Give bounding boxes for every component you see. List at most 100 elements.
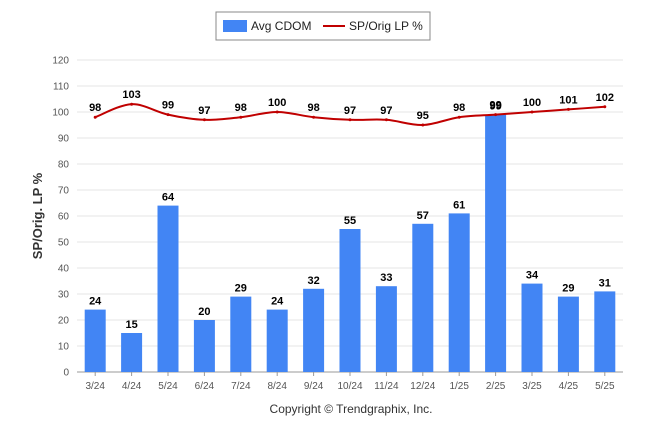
line-value-label: 103: [122, 89, 140, 101]
line-point: [348, 118, 352, 122]
bar: [594, 291, 616, 372]
legend-label-avg-cdom: Avg CDOM: [251, 19, 311, 33]
x-tick-label: 1/25: [449, 381, 469, 392]
y-axis-ticks: 0 10 20 30 40 50 60 70 80 90 100 110 120: [52, 56, 69, 379]
bar: [157, 205, 179, 372]
line-point: [566, 107, 570, 111]
y-tick-label: 60: [58, 212, 70, 223]
bar-value-label: 55: [344, 215, 356, 227]
copyright: Copyright © Trendgraphix, Inc.: [270, 402, 433, 416]
line-point: [421, 123, 425, 127]
line-point: [93, 115, 97, 119]
bar-value-label: 24: [89, 296, 102, 308]
x-tick-label: 2/25: [486, 381, 506, 392]
bar: [266, 309, 288, 372]
bar-value-label: 29: [235, 283, 247, 295]
bar: [412, 223, 434, 372]
line-value-label: 100: [523, 97, 541, 109]
bar: [339, 229, 361, 372]
bar-value-label: 64: [162, 192, 175, 204]
y-tick-label: 30: [58, 290, 70, 301]
x-axis-ticks: 3/24 4/24 5/24 6/24 7/24 8/24 9/24 10/24 11/24 12…: [85, 372, 615, 392]
y-tick-label: 20: [58, 316, 70, 327]
y-tick-label: 90: [58, 134, 70, 145]
x-tick-label: 5/25: [595, 381, 615, 392]
line-point: [202, 118, 206, 122]
y-tick-label: 110: [53, 82, 69, 93]
bar: [521, 283, 543, 372]
line-value-label: 99: [162, 100, 174, 112]
line-value-label: 98: [235, 102, 247, 114]
line-point: [239, 115, 243, 119]
line-value-label: 95: [417, 110, 429, 122]
line-point: [312, 115, 316, 119]
line-value-label: 98: [307, 102, 319, 114]
bar: [448, 213, 470, 372]
line-point: [384, 118, 388, 122]
bar-value-label: 33: [380, 272, 392, 284]
bar-value-label: 20: [198, 306, 210, 318]
bar: [121, 333, 143, 372]
line-value-label: 97: [380, 105, 392, 117]
bar: [557, 296, 579, 372]
bar-value-label: 57: [417, 210, 429, 222]
x-tick-label: 7/24: [231, 381, 251, 392]
x-tick-label: 12/24: [410, 381, 435, 392]
bar: [230, 296, 252, 372]
legend-label-sp-orig-lp: SP/Orig LP %: [349, 19, 423, 33]
x-tick-label: 3/24: [85, 381, 105, 392]
bar-series: 24 15 64 20 29 24 32 55 33 57 61 99 34 29 31: [84, 101, 616, 372]
line-value-label: 98: [89, 102, 101, 114]
y-tick-label: 40: [58, 264, 70, 275]
line-value-label: 101: [559, 94, 577, 106]
bar-value-label: 99: [489, 101, 501, 113]
y-tick-label: 100: [52, 108, 69, 119]
line-value-label: 97: [344, 105, 356, 117]
line-point: [275, 110, 279, 114]
bar-value-label: 24: [271, 296, 284, 308]
line-value-label: 100: [268, 97, 286, 109]
line-point: [494, 113, 498, 117]
x-tick-label: 4/24: [122, 381, 142, 392]
bar: [303, 288, 325, 372]
x-tick-label: 9/24: [304, 381, 324, 392]
line-value-label: 98: [453, 102, 465, 114]
x-tick-label: 3/25: [522, 381, 542, 392]
bar-value-label: 29: [562, 283, 574, 295]
bar: [485, 114, 507, 372]
x-tick-label: 10/24: [337, 381, 362, 392]
y-tick-label: 120: [52, 56, 69, 67]
x-tick-label: 11/24: [374, 381, 399, 392]
line-point: [457, 115, 461, 119]
bar-value-label: 34: [526, 270, 539, 282]
bar-value-label: 32: [307, 275, 319, 287]
bar: [84, 309, 106, 372]
line-value-label: 97: [198, 105, 210, 117]
bar: [193, 320, 215, 372]
legend-swatch-avg-cdom: [223, 20, 247, 32]
y-tick-label: 50: [58, 238, 70, 249]
x-tick-label: 5/24: [158, 381, 178, 392]
bar-value-label: 31: [599, 277, 611, 289]
line-point: [130, 102, 134, 106]
line-point: [166, 113, 170, 117]
x-tick-label: 4/25: [559, 381, 579, 392]
line-value-label: 102: [596, 92, 614, 104]
y-tick-label: 0: [63, 368, 69, 379]
legend: Avg CDOM SP/Orig LP %: [215, 11, 431, 41]
x-tick-label: 8/24: [267, 381, 287, 392]
bar-value-label: 15: [125, 319, 137, 331]
bar: [375, 286, 397, 372]
line-point: [603, 105, 607, 109]
y-tick-label: 10: [58, 342, 70, 353]
y-tick-label: 80: [58, 160, 70, 171]
x-tick-label: 6/24: [195, 381, 215, 392]
line-value-label: 99: [489, 100, 501, 112]
line-series: 98 103 99 97 98 100 98 97 97 95 98 99 100 101 102: [89, 89, 614, 127]
bar-value-label: 61: [453, 199, 465, 211]
y-axis-label: SP/Orig. LP %: [30, 172, 45, 259]
line-point: [530, 110, 534, 114]
y-tick-label: 70: [58, 186, 70, 197]
